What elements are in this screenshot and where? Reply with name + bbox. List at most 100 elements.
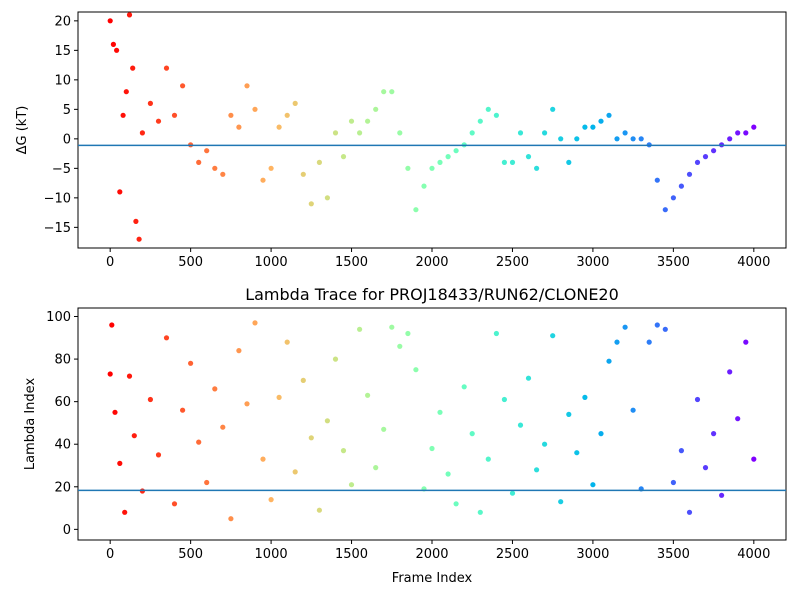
- lambda-y-axis-label: Lambda Index: [23, 378, 38, 471]
- lambda-point: [662, 326, 668, 332]
- lambda-point: [276, 394, 282, 400]
- lambda-point: [212, 386, 218, 392]
- lambda-x-axis-label: Frame Index: [392, 571, 473, 586]
- lambda-point: [550, 333, 556, 339]
- delta-g-x-tick-label: 4000: [737, 255, 770, 270]
- delta-g-y-tick-label: 15: [54, 44, 71, 59]
- lambda-point: [646, 339, 652, 345]
- delta-g-point: [590, 124, 596, 130]
- lambda-y-tick-label: 80: [54, 353, 71, 368]
- lambda-y-tick-label: 40: [54, 438, 71, 453]
- lambda-point: [694, 396, 701, 403]
- lambda-point: [397, 343, 403, 349]
- lambda-point: [534, 467, 540, 473]
- lambda-point: [437, 409, 443, 415]
- delta-g-point: [662, 207, 668, 213]
- lambda-point: [590, 482, 596, 488]
- delta-g-x-ticks: 0 500 1000 1500 2000 2500 3000 3500 4000: [106, 248, 770, 270]
- delta-g-point: [268, 165, 274, 171]
- delta-g-x-tick-label: 0: [106, 255, 114, 270]
- delta-g-point: [397, 130, 403, 136]
- delta-g-y-tick-label: −10: [44, 191, 71, 206]
- delta-g-point: [598, 118, 604, 124]
- lambda-point: [686, 509, 693, 515]
- lambda-x-tick-label: 4000: [737, 547, 770, 562]
- lambda-point: [196, 439, 202, 445]
- delta-g-point: [252, 106, 258, 112]
- delta-g-point: [381, 89, 387, 95]
- delta-g-point: [163, 65, 170, 71]
- lambda-point: [348, 482, 355, 488]
- lambda-point: [630, 407, 636, 413]
- delta-g-point: [686, 171, 693, 177]
- delta-g-point: [236, 124, 242, 130]
- lambda-point: [389, 324, 395, 330]
- lambda-point: [268, 497, 274, 503]
- lambda-point: [445, 471, 451, 477]
- lambda-point: [517, 422, 524, 428]
- lambda-point: [284, 339, 290, 345]
- delta-g-point: [445, 154, 451, 160]
- lambda-point: [598, 431, 604, 437]
- delta-g-point: [735, 130, 741, 136]
- lambda-point: [220, 424, 226, 430]
- delta-g-point: [711, 148, 717, 154]
- delta-g-x-tick-label: 2000: [415, 255, 448, 270]
- lambda-plot-frame: [77, 307, 787, 541]
- delta-g-point: [117, 189, 123, 195]
- lambda-point: [469, 431, 475, 437]
- delta-g-y-tick-label: −5: [52, 162, 71, 177]
- delta-g-point: [136, 236, 142, 242]
- lambda-y-tick-label: 60: [54, 395, 71, 410]
- delta-g-y-tick-label: 5: [63, 103, 71, 118]
- delta-g-point: [324, 195, 330, 201]
- lambda-point: [485, 456, 491, 462]
- delta-g-point: [509, 159, 516, 165]
- delta-g-point: [493, 112, 499, 118]
- delta-g-point: [365, 118, 371, 124]
- lambda-point: [292, 469, 298, 475]
- delta-g-point: [517, 130, 524, 136]
- delta-g-point: [558, 136, 564, 142]
- delta-g-point: [421, 183, 427, 189]
- lambda-point: [477, 509, 483, 515]
- delta-g-y-tick-label: 20: [54, 14, 71, 29]
- lambda-point: [109, 322, 115, 328]
- delta-g-point: [123, 89, 129, 95]
- lambda-point: [300, 377, 306, 383]
- lambda-point: [122, 509, 128, 515]
- lambda-point: [558, 499, 564, 505]
- delta-g-point: [133, 218, 139, 224]
- delta-g-point: [654, 177, 660, 183]
- lambda-y-tick-label: 20: [54, 480, 71, 495]
- delta-g-point: [300, 171, 306, 177]
- lambda-point: [678, 448, 685, 454]
- delta-g-point: [743, 130, 749, 136]
- lambda-y-tick-label: 0: [63, 523, 71, 538]
- lambda-point: [107, 371, 113, 377]
- lambda-point: [702, 465, 709, 471]
- lambda-x-tick-label: 0: [106, 547, 114, 562]
- delta-g-point: [694, 159, 701, 165]
- delta-g-point: [751, 124, 757, 130]
- lambda-point: [308, 435, 314, 441]
- lambda-point: [429, 445, 435, 452]
- lambda-point: [751, 456, 757, 462]
- lambda-point: [171, 501, 178, 507]
- delta-g-point: [469, 130, 475, 136]
- delta-g-point: [292, 100, 298, 106]
- lambda-point: [260, 456, 266, 462]
- lambda-point: [606, 358, 612, 364]
- delta-g-x-tick-label: 1500: [335, 255, 368, 270]
- lambda-x-tick-label: 3500: [657, 547, 690, 562]
- lambda-x-tick-label: 1000: [255, 547, 288, 562]
- lambda-x-tick-label: 3000: [576, 547, 609, 562]
- lambda-point: [622, 324, 628, 330]
- lambda-x-tick-label: 500: [178, 547, 203, 562]
- delta-g-point: [171, 112, 178, 118]
- lambda-point: [180, 407, 186, 413]
- lambda-point: [582, 394, 588, 400]
- lambda-point: [493, 330, 499, 337]
- delta-g-plot-frame: [77, 11, 787, 249]
- delta-g-point: [204, 148, 210, 154]
